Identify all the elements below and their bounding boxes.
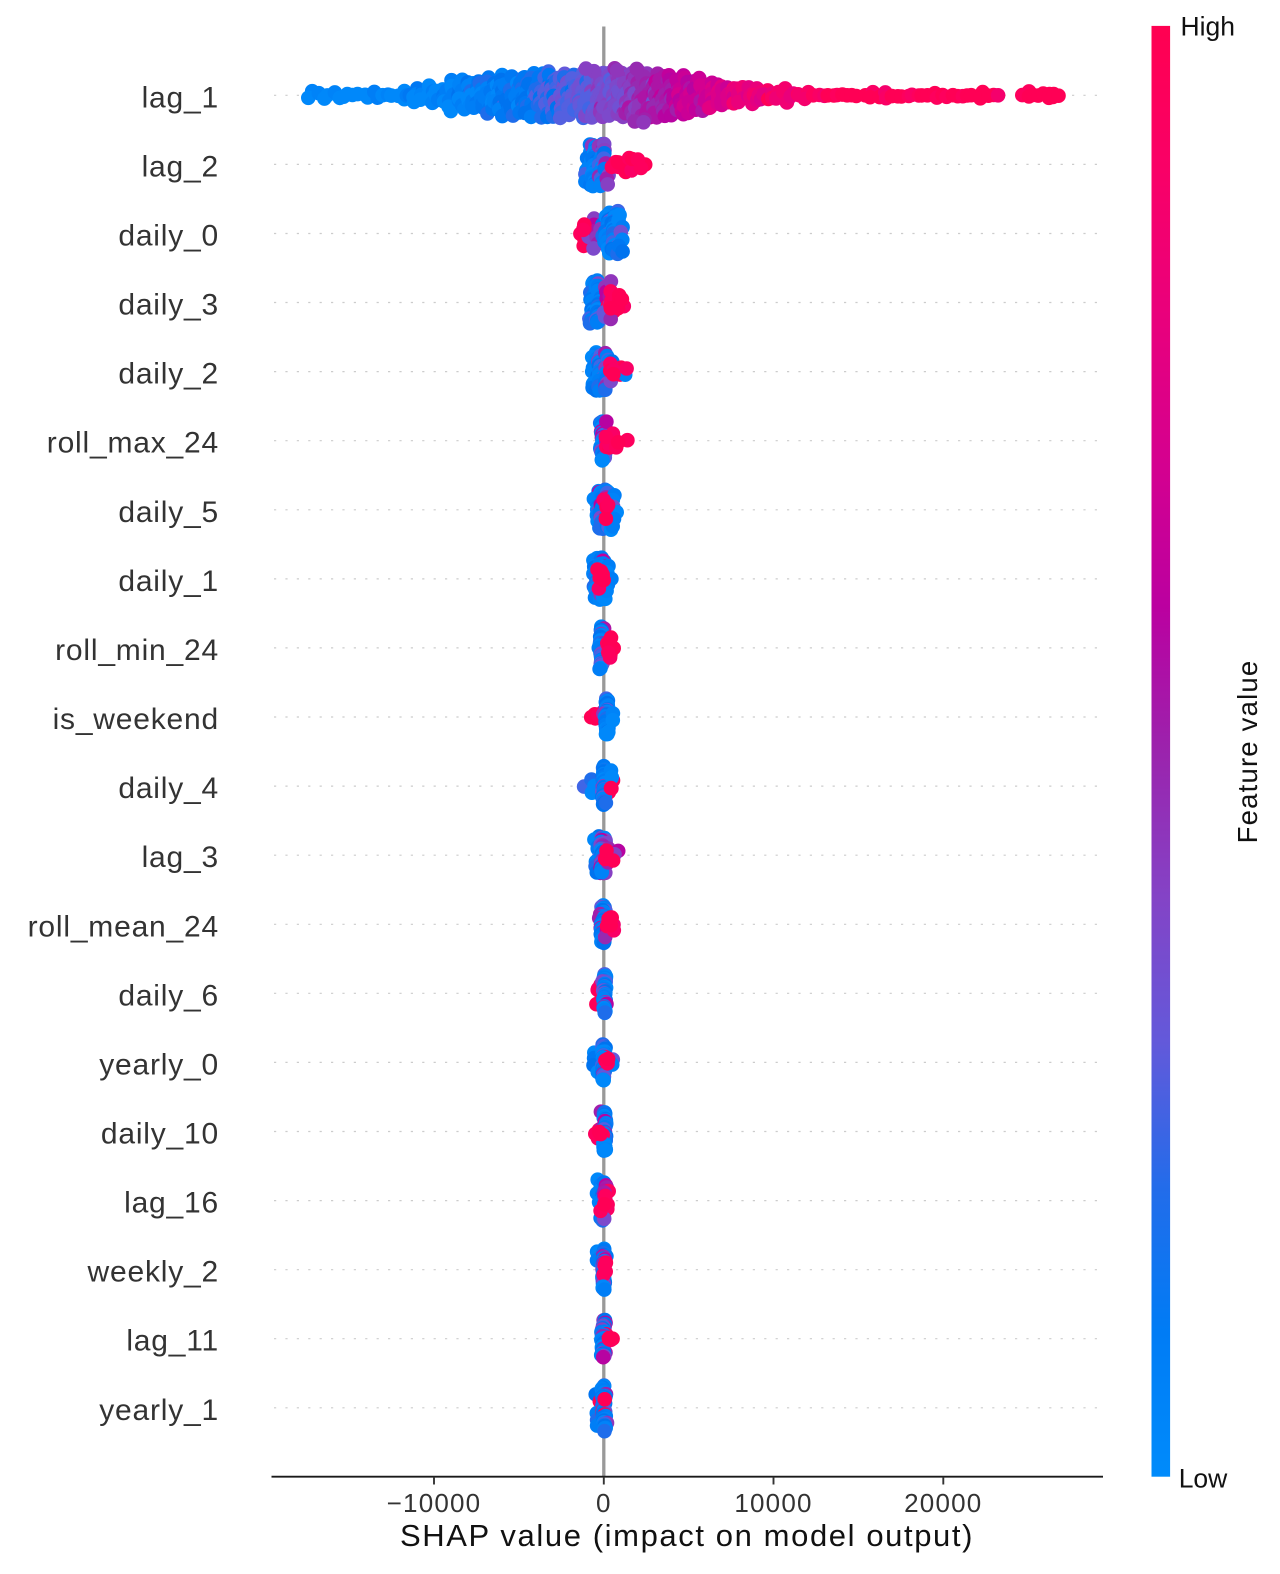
svg-text:daily_0: daily_0 xyxy=(118,220,219,253)
svg-text:daily_4: daily_4 xyxy=(118,772,219,805)
svg-text:daily_5: daily_5 xyxy=(118,496,219,529)
svg-text:yearly_0: yearly_0 xyxy=(99,1048,219,1081)
svg-text:daily_3: daily_3 xyxy=(118,289,219,322)
svg-text:roll_max_24: roll_max_24 xyxy=(47,427,219,460)
svg-text:daily_10: daily_10 xyxy=(101,1118,219,1151)
svg-text:roll_min_24: roll_min_24 xyxy=(55,634,219,667)
svg-text:SHAP value (impact on model ou: SHAP value (impact on model output) xyxy=(400,1518,974,1553)
svg-text:daily_2: daily_2 xyxy=(118,358,219,391)
svg-text:Feature value: Feature value xyxy=(1232,660,1263,844)
svg-text:lag_3: lag_3 xyxy=(142,841,219,874)
svg-text:lag_2: lag_2 xyxy=(142,150,219,183)
svg-text:is_weekend: is_weekend xyxy=(53,703,219,736)
svg-text:roll_mean_24: roll_mean_24 xyxy=(28,910,219,943)
svg-text:10000: 10000 xyxy=(734,1488,812,1518)
svg-text:lag_1: lag_1 xyxy=(142,81,219,114)
svg-text:High: High xyxy=(1181,11,1236,41)
svg-text:weekly_2: weekly_2 xyxy=(87,1256,219,1289)
svg-text:Low: Low xyxy=(1179,1464,1228,1494)
svg-text:lag_11: lag_11 xyxy=(126,1325,219,1358)
svg-text:20000: 20000 xyxy=(904,1488,982,1518)
svg-text:yearly_1: yearly_1 xyxy=(99,1394,219,1427)
svg-text:−10000: −10000 xyxy=(387,1488,482,1518)
svg-text:daily_6: daily_6 xyxy=(118,979,219,1012)
svg-text:0: 0 xyxy=(596,1488,612,1518)
svg-text:daily_1: daily_1 xyxy=(118,565,219,598)
svg-text:lag_16: lag_16 xyxy=(124,1187,219,1220)
